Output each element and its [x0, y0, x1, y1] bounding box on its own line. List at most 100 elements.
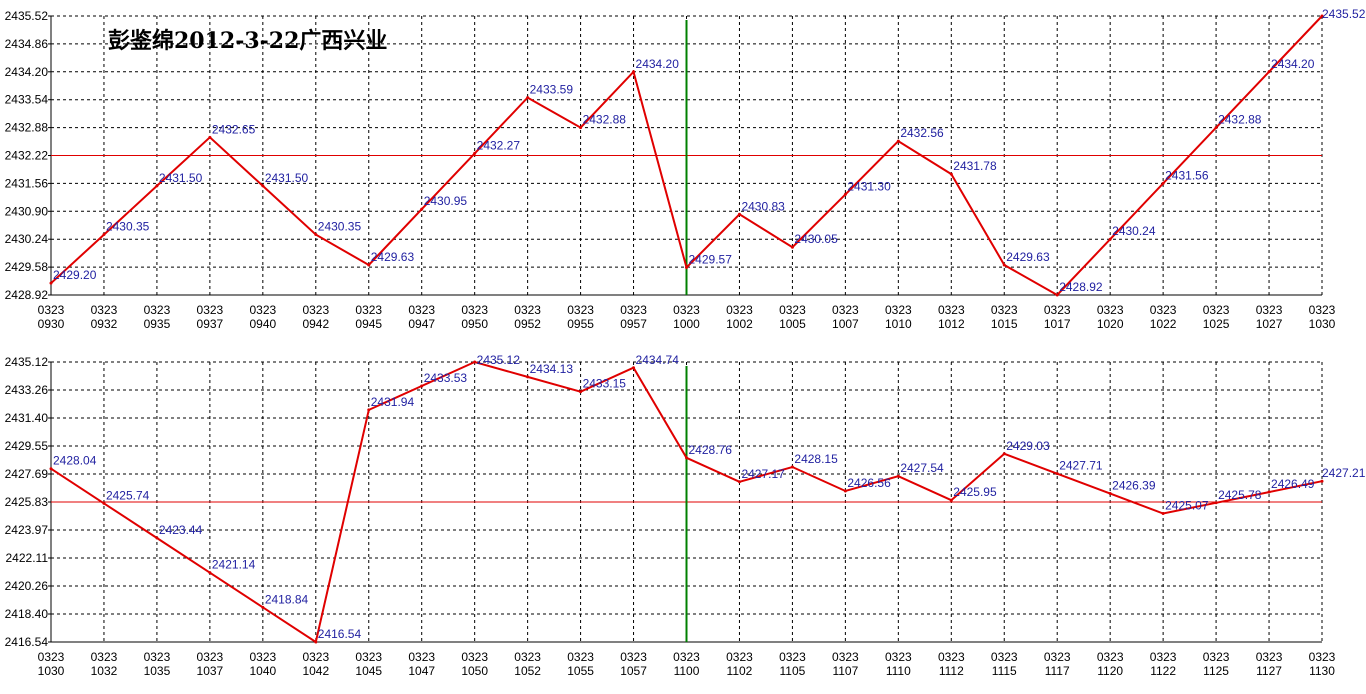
- x-tick-label-date: 0323: [567, 650, 594, 664]
- x-tick-label-date: 0323: [249, 303, 276, 317]
- x-tick-label-date: 0323: [779, 303, 806, 317]
- data-label: 2434.20: [1271, 57, 1315, 71]
- x-tick-label-time: 1012: [938, 317, 965, 331]
- y-tick-label: 2434.20: [5, 65, 49, 79]
- data-point: [790, 465, 794, 469]
- x-tick-label-time: 1025: [1203, 317, 1230, 331]
- x-tick-label-date: 0323: [1256, 303, 1283, 317]
- data-label: 2431.30: [847, 179, 891, 193]
- x-tick-label-date: 0323: [1044, 650, 1071, 664]
- data-label: 2431.50: [159, 171, 203, 185]
- x-tick-label-date: 0323: [461, 303, 488, 317]
- x-tick-label-time: 1112: [939, 664, 964, 678]
- x-tick-label-date: 0323: [408, 650, 435, 664]
- data-point: [685, 266, 688, 270]
- data-point: [314, 233, 318, 237]
- x-tick-label-time: 1035: [144, 664, 171, 678]
- data-point: [843, 489, 847, 493]
- data-label: 2432.27: [477, 138, 521, 152]
- x-tick-label-time: 1030: [1309, 317, 1336, 331]
- x-tick-label-date: 0323: [1150, 303, 1177, 317]
- y-tick-label: 2433.54: [5, 93, 49, 107]
- x-tick-label-time: 0947: [408, 317, 435, 331]
- data-label: 2430.24: [1112, 224, 1156, 238]
- data-point: [208, 135, 212, 139]
- y-tick-label: 2431.56: [5, 176, 49, 190]
- x-tick-label-time: 1017: [1044, 317, 1071, 331]
- x-tick-label-time: 1007: [832, 317, 859, 331]
- data-point: [790, 245, 794, 249]
- y-tick-label: 2433.26: [5, 383, 49, 397]
- x-tick-label-time: 1010: [885, 317, 912, 331]
- x-tick-label-time: 0942: [302, 317, 329, 331]
- x-tick-label-time: 1027: [1256, 317, 1283, 331]
- x-tick-label-date: 0323: [514, 303, 541, 317]
- data-point: [1267, 490, 1271, 494]
- data-point: [632, 366, 636, 370]
- x-tick-label-time: 1120: [1097, 664, 1123, 678]
- data-label: 2427.21: [1322, 466, 1366, 480]
- upper-panel: 2435.52 2434.86 2434.20 2433.54 2432.88 2432.…: [5, 7, 1366, 331]
- x-tick-label-date: 0323: [938, 650, 965, 664]
- x-tick-label-date: 0323: [620, 650, 647, 664]
- x-tick-label-time: 1040: [249, 664, 276, 678]
- x-tick-label-time: 1110: [886, 664, 911, 678]
- data-label: 2416.54: [318, 627, 362, 641]
- data-label: 2432.65: [212, 122, 256, 136]
- data-label: 2429.03: [1006, 439, 1050, 453]
- x-tick-label-date: 0323: [302, 650, 329, 664]
- y-tick-label: 2428.92: [5, 288, 49, 302]
- data-point: [473, 151, 477, 155]
- data-point: [155, 536, 159, 540]
- x-tick-label-time: 0930: [38, 317, 65, 331]
- y-tick-label: 2427.69: [5, 467, 49, 481]
- data-point: [579, 126, 583, 130]
- data-point: [1055, 472, 1059, 476]
- data-label: 2432.88: [583, 113, 627, 127]
- data-label: 2425.74: [106, 488, 150, 502]
- data-label: 2428.76: [689, 443, 733, 457]
- data-point: [579, 390, 583, 394]
- x-tick-label-time: 1032: [91, 664, 118, 678]
- x-tick-label-date: 0323: [355, 650, 382, 664]
- chart-title: 彭鉴绵2012-3-22广西兴业: [108, 28, 387, 54]
- data-label: 2430.83: [741, 199, 785, 213]
- data-point: [632, 70, 636, 74]
- x-tick-label-time: 0940: [249, 317, 276, 331]
- x-tick-label-time: 1105: [780, 664, 806, 678]
- x-tick-label-time: 1057: [620, 664, 647, 678]
- y-tick-label: 2430.24: [5, 232, 49, 246]
- x-tick-label-date: 0323: [197, 650, 224, 664]
- x-tick-label-date: 0323: [779, 650, 806, 664]
- data-label: 2435.52: [1322, 7, 1366, 21]
- x-tick-label-date: 0323: [832, 650, 859, 664]
- data-point: [1320, 479, 1324, 483]
- x-tick-label-time: 1127: [1256, 664, 1282, 678]
- y-tick-label: 2432.22: [5, 149, 49, 163]
- x-tick-label-date: 0323: [567, 303, 594, 317]
- y-tick-label: 2434.86: [5, 37, 49, 51]
- data-label: 2428.04: [53, 454, 97, 468]
- data-point: [1108, 237, 1112, 241]
- y-tick-label: 2418.40: [5, 607, 49, 621]
- data-label: 2430.95: [424, 194, 468, 208]
- data-label: 2428.92: [1059, 280, 1103, 294]
- x-tick-label-date: 0323: [144, 650, 171, 664]
- data-label: 2427.71: [1059, 459, 1103, 473]
- data-point: [367, 408, 371, 412]
- x-tick-label-date: 0323: [1150, 650, 1177, 664]
- x-tick-label-time: 0937: [197, 317, 224, 331]
- x-tick-label-time: 1100: [674, 664, 700, 678]
- x-tick-label-time: 0955: [567, 317, 594, 331]
- x-tick-label-date: 0323: [461, 650, 488, 664]
- data-point: [155, 184, 159, 188]
- x-tick-label-time: 1052: [514, 664, 541, 678]
- data-point: [737, 480, 741, 484]
- x-tick-label-date: 0323: [991, 650, 1018, 664]
- x-tick-label-time: 1042: [302, 664, 329, 678]
- data-label: 2423.44: [159, 523, 203, 537]
- data-point: [420, 384, 424, 388]
- data-point: [261, 184, 265, 188]
- data-label: 2421.14: [212, 558, 256, 572]
- data-point: [102, 233, 106, 237]
